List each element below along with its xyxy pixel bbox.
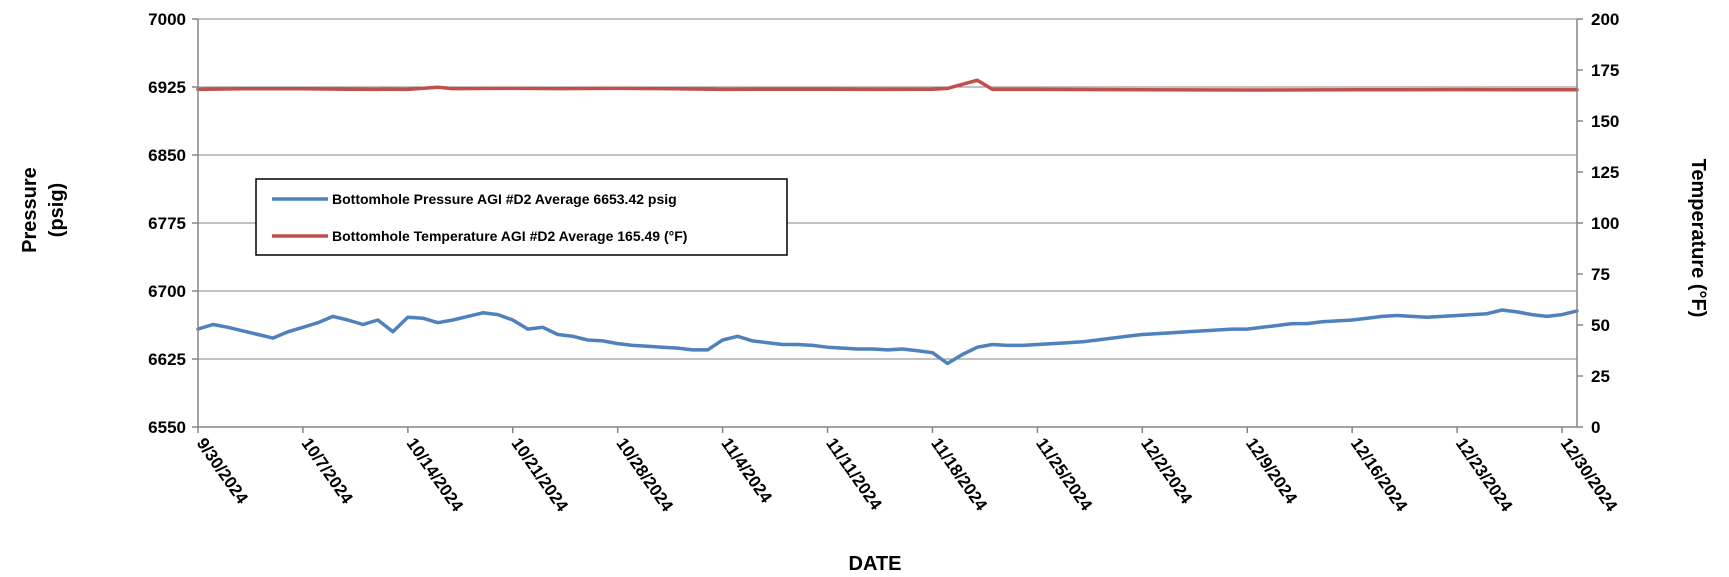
legend-label-temperature: Bottomhole Temperature AGI #D2 Average 1… [332,228,687,244]
x-tick-label: 10/21/2024 [507,434,572,515]
right-tick-label: 0 [1591,418,1600,437]
series-line-pressure [196,308,1579,366]
left-tick-label: 6925 [148,78,186,97]
x-tick-label: 11/4/2024 [717,434,776,507]
x-tick-label: 10/7/2024 [298,434,357,507]
right-tick-label: 125 [1591,163,1619,182]
legend-box [255,178,788,256]
left-tick-label: 7000 [148,10,186,29]
x-tick-label: 10/28/2024 [612,434,677,515]
right-axis-title: Temperature (°F) [1687,159,1709,318]
x-tick-label: 11/25/2024 [1032,434,1096,514]
x-tick-label: 12/23/2024 [1452,434,1517,515]
x-tick-label: 11/18/2024 [927,434,991,514]
left-tick-label: 6775 [148,214,186,233]
right-axis-ticks: 0 25 50 75 100 125 150 175 200 [1577,10,1619,437]
x-tick-label: 10/14/2024 [403,434,468,515]
x-tick-label: 12/2/2024 [1137,434,1196,507]
left-tick-label: 6625 [148,350,186,369]
x-axis-title: DATE [849,553,902,575]
svg-text:(psig): (psig) [46,183,68,237]
right-tick-label: 200 [1591,10,1619,29]
x-tick-label: 12/9/2024 [1242,434,1301,507]
right-tick-label: 75 [1591,265,1610,284]
right-tick-label: 25 [1591,367,1610,386]
right-tick-label: 50 [1591,316,1610,335]
x-tick-label: 9/30/2024 [193,434,252,507]
left-tick-label: 6700 [148,282,186,301]
left-tick-label: 6550 [148,418,186,437]
series-lines [196,78,1579,366]
series-line-temperature [196,78,1579,92]
legend-label-pressure: Bottomhole Pressure AGI #D2 Average 6653… [332,191,677,207]
right-tick-label: 150 [1591,112,1619,131]
x-axis-ticks: 9/30/2024 10/7/2024 10/14/2024 10/21/2024 10… [193,427,1622,515]
right-tick-label: 100 [1591,214,1619,233]
x-tick-label: 12/16/2024 [1347,434,1412,515]
x-tick-label: 12/30/2024 [1557,434,1622,515]
x-tick-label: 11/11/2024 [822,434,886,514]
legend: Bottomhole Pressure AGI #D2 Average 6653… [255,178,788,256]
svg-text:Pressure: Pressure [19,167,41,253]
right-tick-label: 175 [1591,61,1619,80]
left-axis-title: Pressure (psig) [19,167,68,253]
left-axis-ticks: 6550 6625 6700 6775 6850 6925 7000 [148,10,198,437]
left-tick-label: 6850 [148,146,186,165]
